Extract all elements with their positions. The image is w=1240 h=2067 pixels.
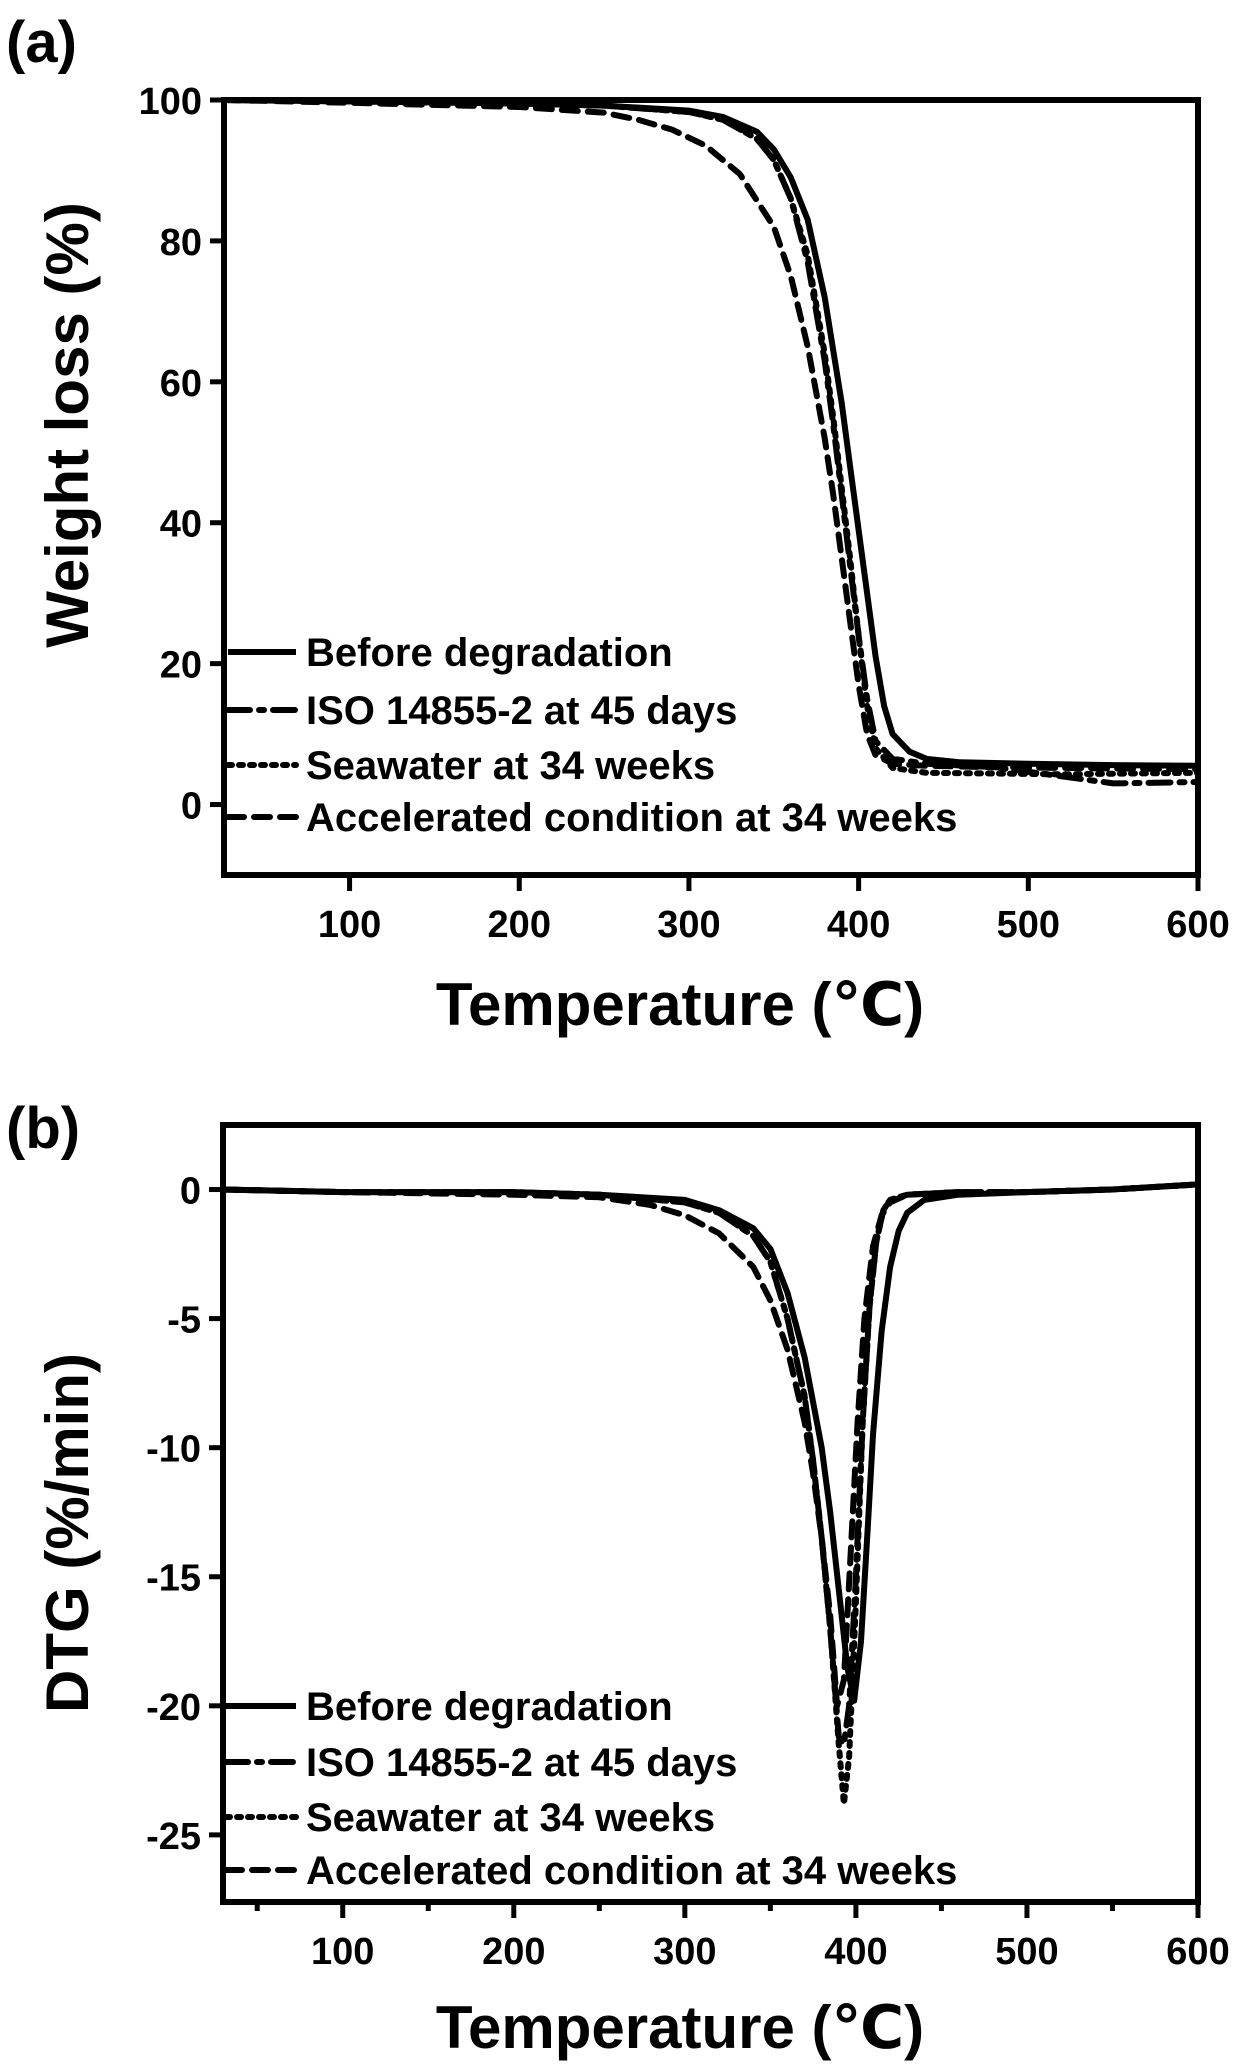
series-line-accelerated-condition-at-34-weeks xyxy=(220,1181,1201,1709)
legend-label-seawater-at-34-weeks: Seawater at 34 weeks xyxy=(306,1796,715,1840)
x-tick-label: 300 xyxy=(657,904,720,946)
legend-label-accelerated-condition-at-34-weeks: Accelerated condition at 34 weeks xyxy=(306,796,957,840)
legend-label-iso-14855-2-at-45-days: ISO 14855-2 at 45 days xyxy=(306,689,737,733)
panel-b-y-ticks: 0 -5 -10 -15 -20 -25 xyxy=(146,1171,223,1858)
series-line-iso-14855-2-at-45-days xyxy=(221,97,1201,787)
y-tick-label: 40 xyxy=(160,504,202,546)
y-tick-label: 0 xyxy=(181,786,202,828)
panel-a-tga: (a) 100 200 300 400 500 600 0 20 40 60 80 100 Temp… xyxy=(6,10,1230,1038)
y-tick-label: 60 xyxy=(160,363,202,405)
panel-b-frame xyxy=(220,1122,1201,1905)
x-tick-label: 200 xyxy=(488,904,551,946)
panel-a-y-ticks: 0 20 40 60 80 100 xyxy=(139,81,224,828)
y-tick-label: -15 xyxy=(146,1558,201,1600)
panel-b-label: (b) xyxy=(6,1096,80,1161)
y-tick-label: -5 xyxy=(167,1300,201,1342)
panel-a-label: (a) xyxy=(6,10,77,75)
x-tick-label: 500 xyxy=(995,1931,1058,1973)
panel-a-curves xyxy=(221,97,1201,787)
x-tick-label: 600 xyxy=(1166,1931,1229,1973)
panel-a-x-axis-title: Temperature (℃) xyxy=(436,971,924,1038)
panel-b-dtg: (b) 100 200 300 400 500 600 0 -5 -10 -15 -20 -25 T… xyxy=(6,1096,1230,2061)
series-line-seawater-at-34-weeks xyxy=(221,97,1201,778)
x-tick-label: 100 xyxy=(318,904,381,946)
panel-a-y-axis-title: Weight loss (%) xyxy=(34,202,101,648)
y-tick-label: 0 xyxy=(180,1171,201,1213)
panel-b-x-ticks: 100 200 300 400 500 600 xyxy=(254,1902,1230,1973)
legend-label-seawater-at-34-weeks: Seawater at 34 weeks xyxy=(306,744,715,788)
panel-b-y-axis-title: DTG (%/min) xyxy=(34,1353,101,1713)
x-tick-label: 400 xyxy=(827,904,890,946)
y-tick-label: 100 xyxy=(139,81,202,123)
legend-label-before-degradation: Before degradation xyxy=(306,1685,673,1729)
y-tick-label: -25 xyxy=(146,1816,201,1858)
series-line-accelerated-condition-at-34-weeks xyxy=(221,97,1201,773)
y-tick-label: 80 xyxy=(160,222,202,264)
series-line-iso-14855-2-at-45-days xyxy=(220,1181,1201,1748)
panel-a-legend: Before degradation ISO 14855-2 at 45 days… xyxy=(225,631,957,840)
x-tick-label: 400 xyxy=(824,1931,887,1973)
series-line-before-degradation xyxy=(222,1181,1199,1704)
y-tick-label: -20 xyxy=(146,1687,201,1729)
x-tick-label: 300 xyxy=(653,1931,716,1973)
y-tick-label: -10 xyxy=(146,1429,201,1471)
x-tick-label: 200 xyxy=(482,1931,545,1973)
panel-b-x-axis-title: Temperature (℃) xyxy=(436,1994,924,2061)
legend-label-accelerated-condition-at-34-weeks: Accelerated condition at 34 weeks xyxy=(306,1849,957,1893)
panel-a-frame xyxy=(221,97,1201,878)
panel-a-x-ticks: 100 200 300 400 500 600 xyxy=(318,875,1230,946)
x-tick-label: 100 xyxy=(311,1931,374,1973)
legend-label-before-degradation: Before degradation xyxy=(306,631,673,675)
panel-b-curves xyxy=(220,1181,1201,1807)
legend-label-iso-14855-2-at-45-days: ISO 14855-2 at 45 days xyxy=(306,1741,737,1785)
y-tick-label: 20 xyxy=(160,645,202,687)
x-tick-label: 500 xyxy=(997,904,1060,946)
x-tick-label: 600 xyxy=(1166,904,1229,946)
panel-b-legend: Before degradation ISO 14855-2 at 45 days… xyxy=(223,1685,957,1893)
